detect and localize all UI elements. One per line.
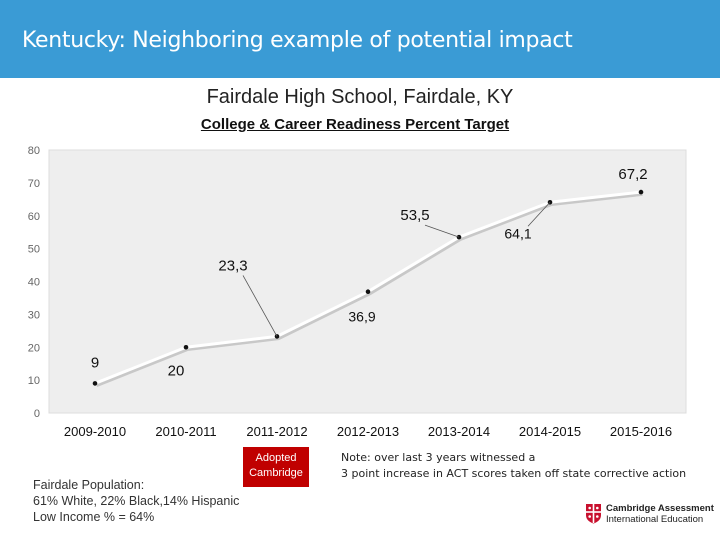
data-label: 67,2 bbox=[618, 166, 647, 183]
cambridge-logo: Cambridge Assessment International Educa… bbox=[585, 503, 715, 525]
chart-subtitle: College & Career Readiness Percent Targe… bbox=[200, 116, 510, 133]
x-tick-label: 2014-2015 bbox=[519, 424, 581, 439]
slide-title: Kentucky: Neighboring example of potenti… bbox=[22, 28, 573, 53]
x-tick-label: 2010-2011 bbox=[155, 424, 216, 439]
badge-line-2: Cambridge bbox=[249, 467, 303, 479]
y-tick-label: 70 bbox=[28, 178, 40, 190]
note-text: Note: over last 3 years witnessed a 3 po… bbox=[341, 450, 686, 482]
y-tick-label: 50 bbox=[28, 244, 40, 256]
data-point bbox=[638, 189, 644, 195]
y-tick-label: 20 bbox=[28, 342, 40, 354]
data-label: 20 bbox=[168, 362, 185, 379]
x-tick-label: 2012-2013 bbox=[337, 424, 399, 439]
adopted-cambridge-badge: Adopted Cambridge bbox=[243, 447, 309, 487]
y-tick-label: 10 bbox=[28, 375, 40, 387]
population-line-2: 61% White, 22% Black,14% Hispanic bbox=[33, 494, 240, 508]
data-point bbox=[365, 289, 371, 294]
crest-icon bbox=[586, 504, 601, 524]
data-label: 36,9 bbox=[348, 309, 375, 325]
y-tick-label: 40 bbox=[28, 277, 40, 289]
series-line-shadow bbox=[95, 192, 643, 388]
header-bar: Kentucky: Neighboring example of potenti… bbox=[0, 0, 720, 78]
y-tick-label: 80 bbox=[28, 145, 40, 157]
data-label-leader bbox=[424, 224, 460, 238]
x-tick-label: 2015-2016 bbox=[610, 424, 672, 439]
data-label-leader bbox=[527, 202, 551, 227]
x-tick-label: 2013-2014 bbox=[428, 424, 490, 439]
population-line-1: Fairdale Population: bbox=[33, 478, 145, 492]
population-line-3: Low Income % = 64% bbox=[33, 510, 155, 524]
note-line-2: 3 point increase in ACT scores taken off… bbox=[341, 467, 687, 480]
logo-line-2: International Education bbox=[606, 514, 704, 525]
badge-line-1: Adopted bbox=[255, 452, 297, 464]
y-tick-label: 60 bbox=[28, 211, 40, 223]
y-tick-label: 30 bbox=[28, 309, 40, 321]
plot-area bbox=[48, 149, 687, 414]
note-line-1: Note: over last 3 years witnessed a bbox=[341, 451, 536, 464]
x-tick-label: 2011-2012 bbox=[246, 424, 307, 439]
data-label: 64,1 bbox=[504, 225, 531, 241]
data-label: 53,5 bbox=[400, 207, 429, 224]
logo-line-1: Cambridge Assessment bbox=[606, 503, 714, 514]
population-info: Fairdale Population: 61% White, 22% Blac… bbox=[33, 477, 239, 525]
data-label-leader bbox=[242, 275, 278, 337]
chart-title: Fairdale High School, Fairdale, KY bbox=[206, 86, 514, 108]
y-tick-label: 0 bbox=[34, 408, 40, 420]
data-label: 23,3 bbox=[218, 257, 247, 274]
data-point bbox=[183, 344, 189, 350]
x-tick-label: 2009-2010 bbox=[64, 424, 126, 439]
data-label: 9 bbox=[91, 354, 99, 371]
data-point bbox=[92, 381, 98, 386]
